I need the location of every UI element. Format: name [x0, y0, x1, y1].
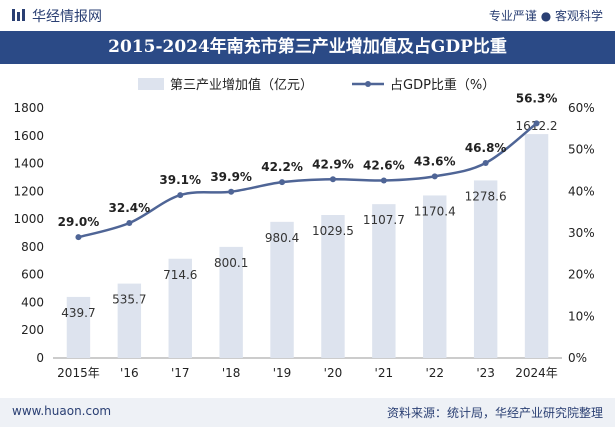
- x-tick-label: 2024年: [515, 366, 558, 380]
- x-tick-label: '22: [425, 366, 444, 380]
- line-point: [75, 234, 82, 241]
- line-point: [279, 179, 286, 186]
- line-point: [482, 160, 489, 166]
- y-right-tick-label: 0%: [568, 351, 587, 365]
- bar: [473, 180, 498, 358]
- brand-logo-icon: [12, 9, 25, 21]
- y-left-tick-label: 1600: [13, 129, 44, 143]
- line-point: [431, 173, 438, 180]
- brand-name: 华经情报网: [32, 9, 102, 25]
- y-left-tick-label: 600: [21, 268, 44, 282]
- bar-value-label: 535.7: [112, 293, 146, 307]
- y-left-tick-label: 800: [21, 240, 44, 254]
- line-value-label: 29.0%: [58, 215, 100, 229]
- bar: [372, 204, 396, 358]
- line-point: [329, 176, 336, 183]
- chart-title: 2015-2024年南充市第三产业增加值及占GDP比重: [108, 37, 507, 57]
- y-left-tick-label: 1200: [13, 184, 44, 198]
- line-value-label: 39.1%: [159, 173, 201, 187]
- line-value-label: 42.9%: [312, 157, 354, 171]
- line-value-label: 42.6%: [363, 159, 405, 173]
- bar-value-label: 980.4: [265, 231, 299, 245]
- y-left-tick-label: 200: [21, 323, 44, 337]
- line-point: [533, 120, 540, 127]
- y-left-tick-label: 1800: [13, 101, 44, 115]
- footer-site: www.huaon.com: [12, 404, 112, 418]
- x-tick-label: '19: [273, 366, 292, 380]
- footer-source: 资料来源：统计局，华经产业研究院整理: [386, 406, 603, 420]
- bar: [117, 283, 142, 358]
- bar: [66, 296, 91, 358]
- bar-value-label: 1029.5: [312, 224, 354, 238]
- bar-value-label: 800.1: [214, 256, 248, 270]
- line-value-label: 46.8%: [465, 141, 507, 155]
- x-tick-label: '18: [222, 366, 241, 380]
- footer-bar: www.huaon.com 资料来源：统计局，华经产业研究院整理: [0, 398, 615, 427]
- line-value-label: 56.3%: [516, 91, 558, 105]
- bar-value-label: 714.6: [163, 268, 197, 282]
- x-tick-label: '17: [171, 366, 190, 380]
- bar-value-label: 1278.6: [465, 189, 507, 203]
- legend-bar-swatch: [138, 78, 164, 90]
- bar: [219, 246, 243, 358]
- legend-line-marker: [365, 81, 371, 87]
- y-right-tick-label: 30%: [568, 226, 595, 240]
- bar-value-label: 1170.4: [414, 204, 456, 218]
- y-right-tick-label: 50%: [568, 143, 595, 157]
- y-right-tick-label: 20%: [568, 268, 595, 282]
- line-value-label: 43.6%: [414, 154, 456, 168]
- bar-value-label: 439.7: [61, 306, 95, 320]
- bar: [168, 258, 192, 358]
- header-bar: 华经情报网 专业严谨 ● 客观科学: [0, 0, 615, 30]
- y-left-tick-label: 1400: [13, 157, 44, 171]
- bar: [270, 221, 294, 358]
- share-line: [78, 122, 538, 239]
- y-right-tick-label: 60%: [568, 101, 595, 115]
- line-value-label: 39.9%: [210, 170, 252, 184]
- x-tick-label: '16: [120, 366, 139, 380]
- line-value-label: 32.4%: [109, 201, 151, 215]
- x-tick-label: '23: [476, 366, 495, 380]
- bar: [321, 215, 345, 358]
- bar: [423, 195, 447, 358]
- y-right-tick-label: 40%: [568, 184, 595, 198]
- x-tick-label: '21: [375, 366, 394, 380]
- line-point: [228, 188, 235, 195]
- y-left-tick-label: 0: [36, 351, 44, 365]
- line-point: [380, 177, 387, 184]
- title-bar: 2015-2024年南充市第三产业增加值及占GDP比重: [0, 31, 615, 64]
- y-right-tick-label: 10%: [568, 309, 595, 323]
- bar: [524, 134, 549, 358]
- y-left-tick-label: 400: [21, 295, 44, 309]
- y-left-tick-label: 1000: [13, 212, 44, 226]
- slogan: 专业严谨 ● 客观科学: [488, 9, 603, 23]
- combo-chart: 第三产业增加值（亿元） 占GDP比重（%） 0 200 400 600 800 1000 120…: [13, 77, 595, 380]
- bar-value-label: 1107.7: [363, 213, 405, 227]
- legend-bar-label: 第三产业增加值（亿元）: [170, 77, 313, 93]
- x-tick-label: 2015年: [57, 366, 100, 380]
- x-tick-label: '20: [324, 366, 343, 380]
- line-point: [177, 192, 184, 199]
- line-point: [126, 220, 133, 226]
- legend-line-label: 占GDP比重（%）: [390, 77, 495, 93]
- line-value-label: 42.2%: [261, 160, 303, 174]
